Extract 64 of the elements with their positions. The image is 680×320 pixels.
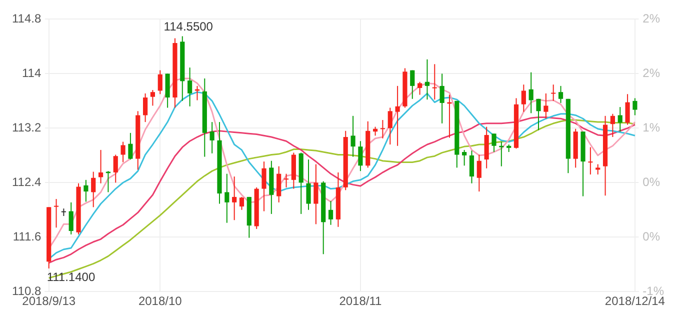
candlestick <box>188 67 192 107</box>
candlestick <box>476 154 482 192</box>
candlestick <box>284 173 289 188</box>
candlestick <box>142 92 148 123</box>
candlestick <box>150 90 156 106</box>
candlestick <box>440 73 444 124</box>
candlestick <box>551 84 556 102</box>
y2-tick-label: 2% <box>642 66 660 80</box>
y2-tick-label: 0% <box>642 229 660 244</box>
candlestick <box>224 173 230 224</box>
candlestick <box>306 158 311 210</box>
candlestick <box>469 150 474 184</box>
candlestick <box>350 115 356 158</box>
candlestick <box>528 72 534 114</box>
candlestick <box>424 58 430 100</box>
candlestick <box>91 171 96 208</box>
candlestick <box>328 200 334 226</box>
candlestick <box>358 140 363 172</box>
candlestick <box>558 85 564 104</box>
candlestick <box>462 149 467 166</box>
candlestick <box>588 146 593 175</box>
candlestick <box>106 170 110 193</box>
y2-tick-label: 0% <box>642 174 660 189</box>
candlestick <box>418 81 422 96</box>
candlestick <box>276 166 282 203</box>
candlestick <box>128 132 133 160</box>
candlestick <box>232 176 237 221</box>
candlestick <box>210 122 214 154</box>
candlestick <box>54 198 59 228</box>
y-tick-label: 114.8 <box>12 12 42 26</box>
annotation: 111.1400 <box>46 270 96 284</box>
candlestick <box>536 98 541 131</box>
candlestick <box>610 113 615 138</box>
x-tick-label: 2018/10 <box>138 294 182 308</box>
candlestick <box>158 70 162 95</box>
candlestick <box>625 94 630 126</box>
candlestick <box>632 98 638 116</box>
candlestick <box>113 154 118 184</box>
candlestick <box>388 107 392 146</box>
candlestick <box>314 164 318 225</box>
candlestick <box>618 106 622 132</box>
x-tick-label: 2018/11 <box>339 294 382 308</box>
candlestick <box>492 133 496 152</box>
candlestick <box>165 73 170 108</box>
y2-tick-label: 1% <box>642 120 660 134</box>
candlestick <box>84 179 88 202</box>
y-tick-label: 112.4 <box>12 174 42 189</box>
candlestick <box>380 119 386 139</box>
candlestick <box>239 196 244 210</box>
candlestick <box>410 70 415 100</box>
y2-tick-label: 2% <box>642 12 660 26</box>
candlestick <box>432 64 437 100</box>
candlestick <box>521 84 526 112</box>
candlestick <box>262 161 266 212</box>
y-tick-label: 113.2 <box>12 120 42 134</box>
y-tick-label: 111.6 <box>12 229 42 244</box>
candlestick <box>395 85 400 146</box>
candlestick <box>544 92 548 120</box>
candlestick <box>596 164 600 175</box>
annotation: 114.5500 <box>164 20 214 34</box>
candlestick <box>120 141 126 163</box>
candlestick <box>98 149 104 184</box>
y-tick-label: 114 <box>22 66 42 80</box>
candlestick <box>68 202 74 235</box>
